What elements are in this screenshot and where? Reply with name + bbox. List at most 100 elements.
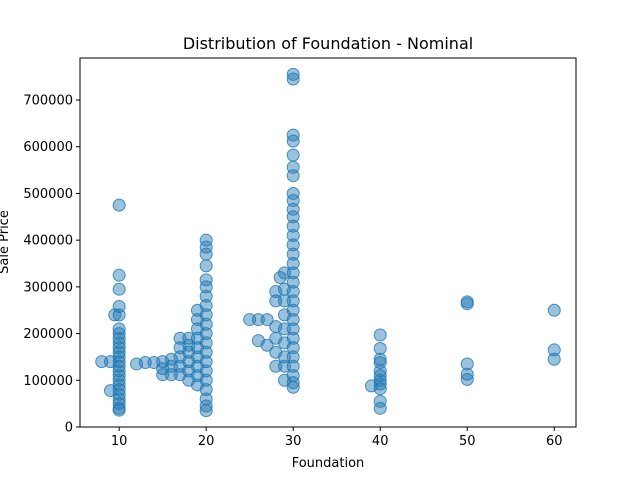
data-points [95,67,561,418]
scatter-point [112,331,126,345]
y-tick-label: 0 [65,421,73,436]
scatter-point [199,327,213,341]
scatter-point [286,247,300,261]
plot-frame [79,57,577,428]
x-tick-label: 40 [372,434,389,449]
scatter-point [547,343,561,357]
scatter-point [112,383,126,397]
scatter-point [286,359,300,373]
scatter-point [112,387,126,401]
scatter-point [112,373,126,387]
scatter-point [112,350,126,364]
scatter-point [286,257,300,271]
chart-title: Distribution of Foundation - Nominal [183,34,473,53]
x-tick-label: 50 [459,434,476,449]
x-axis-title: Foundation [292,456,365,471]
scatter-point [112,397,126,411]
scatter-point [112,341,126,355]
scatter-point [112,355,126,369]
scatter-point [286,322,300,336]
scatter-point [286,380,300,394]
y-tick-label: 300000 [23,280,73,295]
scatter-point [286,202,300,216]
scatter-point [460,372,474,386]
scatter-point [373,382,387,396]
scatter-point [199,247,213,261]
x-tick-label: 60 [546,434,563,449]
scatter-point [112,336,126,350]
scatter-point [112,327,126,341]
scatter-point [112,282,126,296]
scatter-point [112,403,126,417]
scatter-point [373,364,387,378]
scatter-point [460,297,474,311]
scatter-point [286,72,300,86]
scatter-point [199,233,213,247]
scatter-point [286,350,300,364]
scatter-point [286,219,300,233]
scatter-point [286,169,300,183]
scatter-point [286,266,300,280]
scatter-point [286,285,300,299]
scatter-point [199,299,213,313]
scatter-point [260,313,274,327]
scatter-point [286,341,300,355]
scatter-point [199,345,213,359]
scatter-point [199,317,213,331]
scatter-point [286,193,300,207]
y-tick-label: 100000 [23,374,73,389]
scatter-point [286,186,300,200]
scatter-point [373,377,387,391]
y-tick-label: 200000 [23,327,73,342]
y-tick-label: 700000 [23,94,73,109]
scatter-point [112,359,126,373]
scatter-point [286,148,300,162]
y-axis-title: Sale Price [0,210,12,274]
scatter-point [286,228,300,242]
scatter-point [112,322,126,336]
x-tick-label: 30 [285,434,302,449]
scatter-point [199,404,213,418]
scatter-point [112,392,126,406]
scatter-point [373,342,387,356]
scatter-point [286,67,300,81]
scatter-point [199,273,213,287]
scatter-point [260,338,274,352]
scatter-point [286,313,300,327]
scatter-point [199,383,213,397]
scatter-point [199,364,213,378]
scatter-point [460,367,474,381]
scatter-point [286,275,300,289]
y-tick-label: 500000 [23,187,73,202]
scatter-point [286,210,300,224]
scatter-point [199,399,213,413]
scatter-point [199,355,213,369]
scatter-point [112,378,126,392]
y-axis-ticks: 0 100000 200000 300000 400000 500000 600000 700… [23,94,80,436]
scatter-point [286,331,300,345]
scatter-point [286,134,300,148]
scatter-point [373,328,387,342]
x-tick-label: 20 [198,434,215,449]
scatter-point [547,303,561,317]
scatter-point [112,308,126,322]
scatter-point [199,373,213,387]
scatter-point [460,357,474,371]
scatter-point [286,376,300,390]
scatter-point [112,345,126,359]
scatter-point [286,303,300,317]
y-tick-label: 600000 [23,140,73,155]
scatter-point [199,289,213,303]
y-tick-label: 400000 [23,234,73,249]
scatter-point [112,364,126,378]
scatter-point [286,294,300,308]
scatter-point [112,198,126,212]
x-axis-ticks: 10 20 30 40 50 60 [111,427,563,449]
scatter-point [373,401,387,415]
scatter-point [286,238,300,252]
scatter-point [199,259,213,273]
scatter-point [199,336,213,350]
scatter-point [112,369,126,383]
scatter-point [199,280,213,294]
